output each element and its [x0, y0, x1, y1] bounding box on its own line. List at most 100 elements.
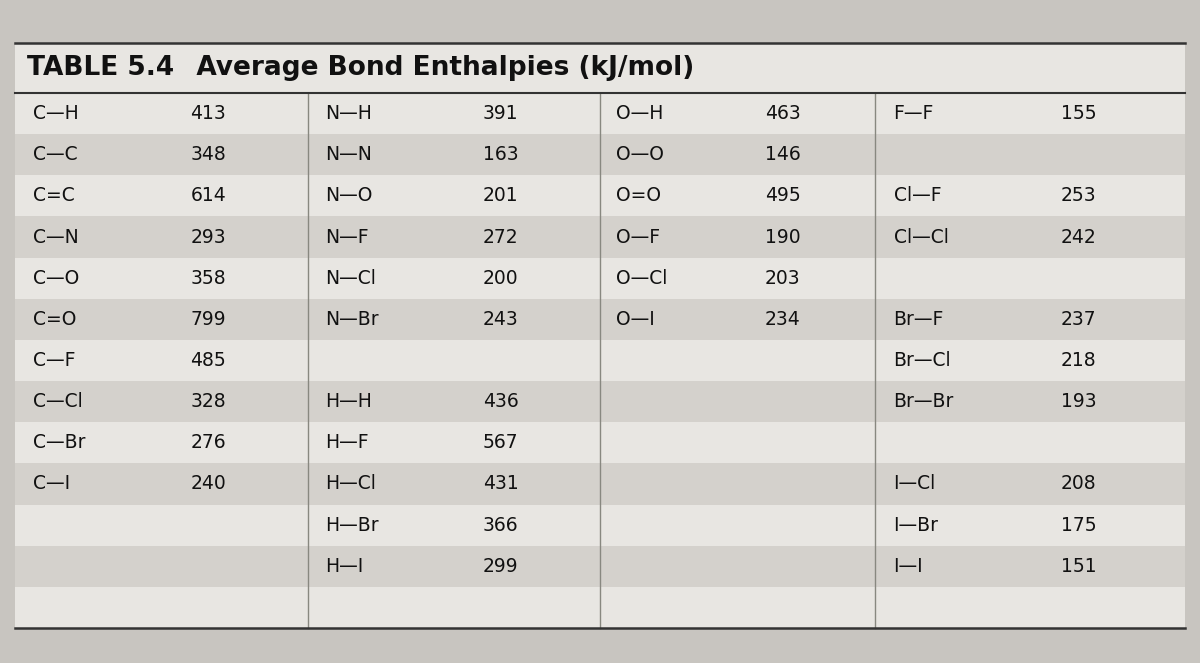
Text: 413: 413 [191, 104, 227, 123]
Bar [307, 93, 600, 134]
Bar [875, 587, 1186, 628]
Text: N—Cl: N—Cl [325, 269, 376, 288]
Bar [600, 340, 875, 381]
Text: I—I: I—I [894, 557, 923, 575]
Text: 272: 272 [482, 227, 518, 247]
Text: 175: 175 [1061, 516, 1097, 534]
Text: C—Br: C—Br [32, 434, 85, 452]
Text: Cl—Cl: Cl—Cl [894, 227, 948, 247]
Text: TABLE 5.4: TABLE 5.4 [28, 55, 174, 81]
Text: C—Cl: C—Cl [32, 392, 83, 411]
Text: N—Br: N—Br [325, 310, 379, 329]
Text: 201: 201 [482, 186, 518, 206]
Text: H—I: H—I [325, 557, 364, 575]
Bar [875, 93, 1186, 134]
Bar [600, 587, 875, 628]
Text: 200: 200 [482, 269, 518, 288]
Bar [875, 216, 1186, 258]
Text: C=C: C=C [32, 186, 74, 206]
Bar [14, 216, 307, 258]
Text: 495: 495 [764, 186, 800, 206]
Text: 391: 391 [482, 104, 518, 123]
Text: 293: 293 [191, 227, 226, 247]
Bar [875, 546, 1186, 587]
Bar [875, 134, 1186, 175]
Bar [14, 299, 307, 340]
Text: N—O: N—O [325, 186, 372, 206]
Text: 253: 253 [1061, 186, 1097, 206]
Text: 242: 242 [1061, 227, 1097, 247]
Text: 299: 299 [482, 557, 518, 575]
Text: 276: 276 [191, 434, 226, 452]
Bar [600, 175, 875, 216]
Bar [307, 587, 600, 628]
Bar [875, 463, 1186, 505]
Bar [307, 381, 600, 422]
Text: 431: 431 [482, 475, 518, 493]
Text: 328: 328 [191, 392, 226, 411]
Text: 485: 485 [191, 351, 227, 370]
Bar [307, 258, 600, 299]
Text: N—H: N—H [325, 104, 372, 123]
Text: 193: 193 [1061, 392, 1097, 411]
Bar [307, 546, 600, 587]
Text: Average Bond Enthalpies (kJ/mol): Average Bond Enthalpies (kJ/mol) [169, 55, 695, 81]
Bar [14, 381, 307, 422]
Text: 243: 243 [482, 310, 518, 329]
Bar [14, 422, 307, 463]
Text: Br—Cl: Br—Cl [894, 351, 952, 370]
Text: Br—Br: Br—Br [894, 392, 954, 411]
Bar [600, 216, 875, 258]
Bar [307, 134, 600, 175]
Bar [875, 299, 1186, 340]
Text: C—F: C—F [32, 351, 76, 370]
Bar [307, 216, 600, 258]
Bar [14, 175, 307, 216]
Text: O—O: O—O [617, 145, 665, 164]
Bar [600, 93, 875, 134]
Bar [307, 299, 600, 340]
Bar [14, 546, 307, 587]
Bar [875, 422, 1186, 463]
Bar [14, 587, 307, 628]
Bar [307, 505, 600, 546]
Bar [14, 340, 307, 381]
Text: I—Cl: I—Cl [894, 475, 936, 493]
Bar [600, 381, 875, 422]
Bar [307, 175, 600, 216]
Text: C—H: C—H [32, 104, 78, 123]
Bar [600, 299, 875, 340]
Text: 218: 218 [1061, 351, 1097, 370]
Bar [14, 258, 307, 299]
Text: C—C: C—C [32, 145, 77, 164]
Bar [600, 505, 875, 546]
Text: 436: 436 [482, 392, 518, 411]
Bar [307, 463, 600, 505]
Text: C—O: C—O [32, 269, 79, 288]
Text: O—I: O—I [617, 310, 655, 329]
Text: H—H: H—H [325, 392, 372, 411]
Text: 614: 614 [191, 186, 227, 206]
Text: N—N: N—N [325, 145, 372, 164]
Text: 208: 208 [1061, 475, 1097, 493]
Text: O—F: O—F [617, 227, 661, 247]
Text: 348: 348 [191, 145, 227, 164]
Bar [875, 505, 1186, 546]
Bar [14, 134, 307, 175]
Text: 203: 203 [764, 269, 800, 288]
Text: 366: 366 [482, 516, 518, 534]
Text: 358: 358 [191, 269, 226, 288]
Text: I—Br: I—Br [894, 516, 938, 534]
Text: C—I: C—I [32, 475, 70, 493]
Text: Br—F: Br—F [894, 310, 944, 329]
Bar [600, 546, 875, 587]
Bar [14, 505, 307, 546]
Text: 240: 240 [191, 475, 227, 493]
Bar [875, 175, 1186, 216]
Text: O—H: O—H [617, 104, 664, 123]
Text: H—F: H—F [325, 434, 368, 452]
Text: 151: 151 [1061, 557, 1097, 575]
Bar [307, 340, 600, 381]
Text: O—Cl: O—Cl [617, 269, 668, 288]
Text: 799: 799 [191, 310, 226, 329]
